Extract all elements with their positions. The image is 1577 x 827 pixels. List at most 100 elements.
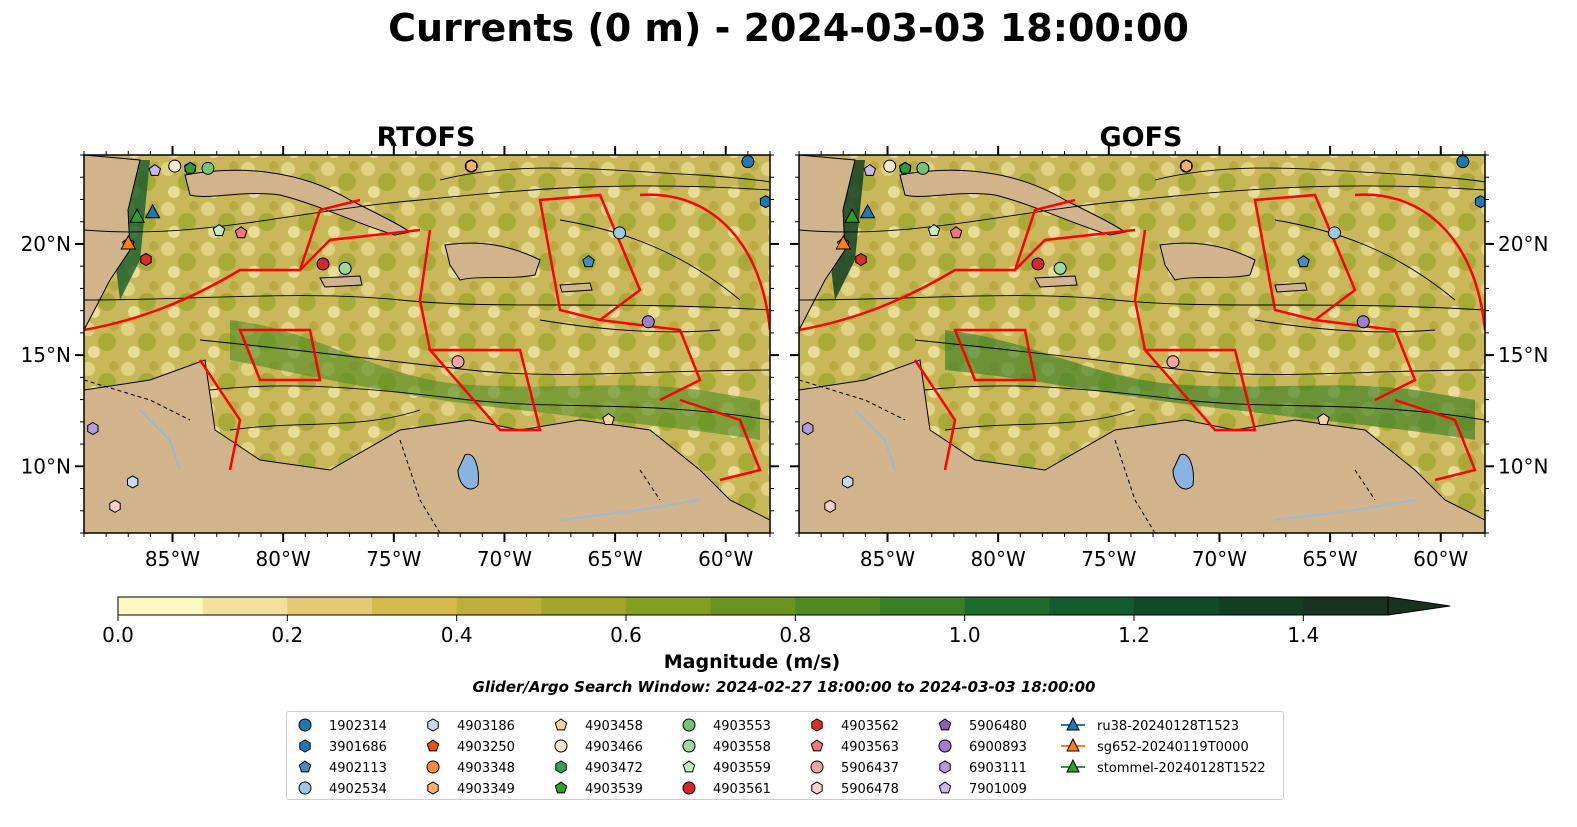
legend-entries: 1902314 3901686 4902113 4902534 4903186 49032… (298, 716, 1266, 797)
float-4903561 (316, 257, 330, 271)
float-4903458 (602, 412, 615, 425)
float-4903562 (855, 252, 867, 267)
float-4903563 (949, 226, 963, 239)
float-4903553 (201, 161, 215, 175)
legend-label: 4903472 (585, 761, 643, 776)
float-6900893 (641, 315, 655, 329)
colorbar-segment (880, 597, 966, 615)
float-4903539 (898, 161, 912, 174)
lake-maracaibo (457, 453, 479, 490)
legend-label: ru38-20240128T1523 (1097, 719, 1239, 734)
lon-tick-label: 80°W (256, 547, 311, 571)
legend: 1902314 3901686 4902113 4902534 4903186 49032… (286, 711, 1284, 800)
float-4903559 (927, 223, 941, 236)
lat-tick-label: 10°N (21, 454, 71, 478)
colorbar-label: Magnitude (m/s) (664, 651, 841, 673)
glider-stommel-20240128T1522 (844, 208, 860, 223)
float-5906478 (109, 499, 121, 513)
legend-marker (298, 781, 312, 795)
legend-marker (810, 760, 824, 774)
float-4903561 (1031, 257, 1045, 271)
float-5906478 (824, 499, 836, 513)
float-4903466 (168, 159, 182, 173)
colorbar-tick-label: 0.6 (610, 623, 642, 647)
legend-marker (427, 781, 439, 795)
panel-title-gofs: GOFS (1099, 122, 1182, 153)
legend-marker (938, 718, 952, 731)
axis-ticks-rtofs: 85°W 80°W 75°W 70°W 65°W 60°W 10°N 15°N 20°N (21, 146, 779, 571)
legend-label: 4902534 (329, 782, 387, 797)
float-4903559 (212, 223, 226, 236)
land-puerto-rico (1274, 282, 1308, 293)
legend-label: 4903562 (841, 719, 899, 734)
colorbar-segment (118, 597, 204, 615)
colorbar-segment (456, 597, 542, 615)
float-4903563 (234, 226, 248, 239)
legend-label: 5906478 (841, 782, 899, 797)
float-6903111 (87, 421, 99, 436)
legend-marker (299, 739, 311, 753)
legend-marker (1066, 716, 1080, 731)
map-panel-rtofs (84, 155, 770, 533)
colorbar-segment (710, 597, 796, 615)
lon-tick-label: 80°W (971, 547, 1026, 571)
legend-marker (682, 760, 696, 773)
legend-label: 6903111 (969, 761, 1027, 776)
float-4903349 (465, 159, 477, 173)
legend-marker (682, 781, 696, 795)
legend-label: 4902113 (329, 761, 387, 776)
float-4903558 (338, 261, 352, 275)
land-north (84, 155, 141, 331)
colorbar-tick-label: 1.2 (1118, 623, 1150, 647)
legend-marker (938, 739, 952, 753)
lon-tick-label: 85°W (860, 547, 915, 571)
legend-label: sg652-20240119T0000 (1097, 740, 1249, 755)
streamlines (84, 167, 770, 431)
legend-label: 4903458 (585, 719, 643, 734)
lon-tick-label: 60°W (1413, 547, 1468, 571)
borders (84, 379, 661, 533)
float-6900893 (1356, 315, 1370, 329)
eez-boundaries (799, 193, 1485, 482)
legend-marker (426, 739, 440, 752)
lon-tick-label: 60°W (698, 547, 753, 571)
legend-marker (298, 718, 312, 732)
legend-label: 4903561 (713, 782, 771, 797)
map-frame-rtofs (83, 154, 771, 534)
strong-current-band (230, 320, 760, 440)
float-1902314 (741, 155, 755, 169)
legend-label: 6900893 (969, 740, 1027, 755)
float-6903111 (802, 421, 814, 436)
land-jamaica (319, 275, 363, 288)
lat-tick-label: 20°N (1498, 232, 1548, 256)
legend-marker (555, 760, 567, 774)
borders (799, 379, 1376, 533)
legend-label: 5906437 (841, 761, 899, 776)
legend-marker (682, 739, 696, 753)
legend-marker (682, 718, 696, 732)
colorbar-segment (202, 597, 288, 615)
land-hispaniola (1159, 242, 1256, 281)
lon-tick-label: 65°W (587, 547, 642, 571)
float-5906437 (1166, 355, 1180, 369)
legend-label: 1902314 (329, 719, 387, 734)
legend-marker (427, 718, 439, 732)
streamlines (799, 167, 1485, 431)
colorbar-tick-label: 0.0 (102, 623, 134, 647)
legend-marker (810, 739, 824, 752)
colorbar-segment (1218, 597, 1304, 615)
colorbar-tick-label: 1.4 (1287, 623, 1319, 647)
legend-label: 4903558 (713, 740, 771, 755)
legend-label: 7901009 (969, 782, 1027, 797)
legend-label: 4903186 (457, 719, 515, 734)
colorbar-segment (795, 597, 881, 615)
glider-ru38-20240128T1523 (144, 203, 161, 219)
glider-stommel-20240128T1522 (129, 208, 145, 223)
float-4903539 (183, 161, 197, 174)
legend-marker (1066, 737, 1080, 752)
float-4902113 (1297, 255, 1310, 268)
yucatan-current (830, 160, 865, 300)
legend-label: 5906480 (969, 719, 1027, 734)
lon-tick-label: 75°W (366, 547, 421, 571)
